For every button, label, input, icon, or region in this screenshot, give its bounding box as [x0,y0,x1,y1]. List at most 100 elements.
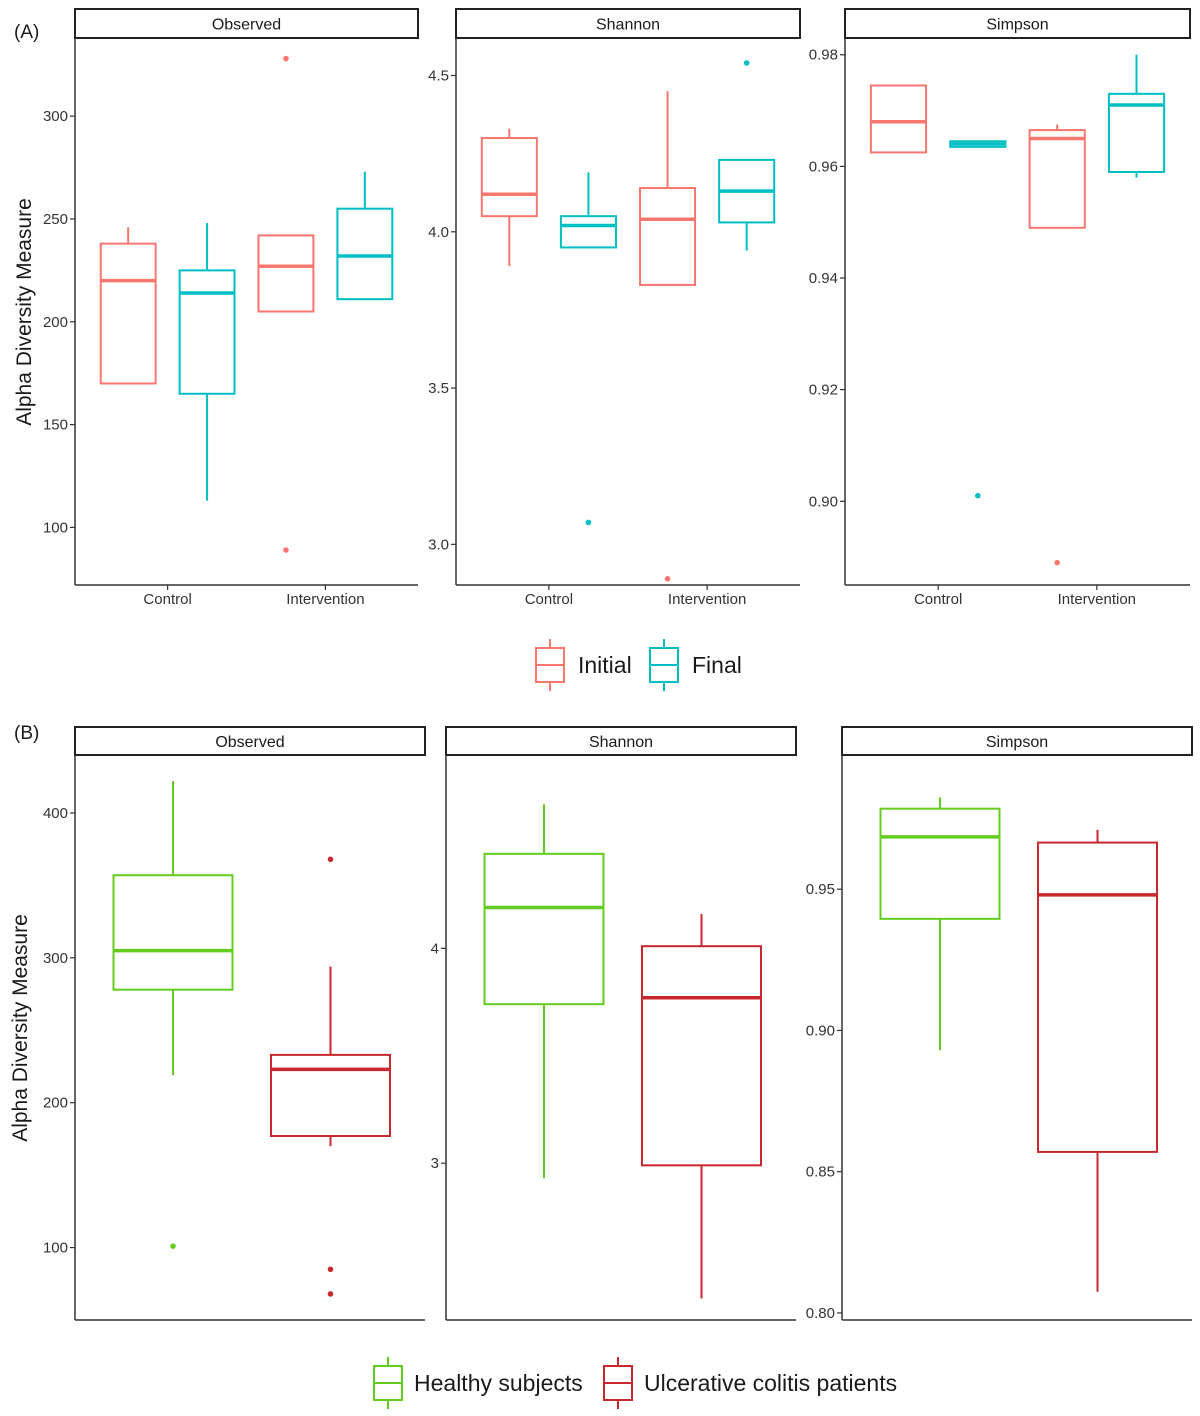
panel-a-shannon-y-tick-label: 4.5 [428,68,449,85]
panel-b-observed-y-tick-label: 200 [43,1095,68,1112]
panel-b-observed-ulcerative-colitis-patients-outlier-point [327,1291,334,1297]
panel-a-shannon-strip-title: Shannon [596,17,660,34]
panel-a-observed-x-tick-label: Intervention [286,591,364,608]
panel-b-simpson-strip-title: Simpson [986,734,1048,751]
panel-a-simpson-intervention-final-box-group [1107,54,1166,178]
panel-b-legend-healthy-subjects: Healthy subjects [373,1357,583,1409]
panel-a-facets: Observed 100 150 200 250 300 Control Interventi… [43,8,1191,608]
panel-a-simpson-intervention-initial-outlier-point [1054,559,1060,566]
panel-b-shannon-ulcerative-colitis-patients-box-group [641,913,762,1299]
panel-b-observed-y-tick-label: 100 [43,1240,68,1257]
panel-b-observed-y-tick-label: 300 [43,950,68,967]
panel-b-shannon-y-tick-label: 4 [431,940,439,957]
panel-a-simpson-control-final-outlier-point [975,492,981,499]
panel-a-shannon-intervention-initial-outlier-point [664,575,671,582]
panel-a-simpson-control-final-box-group [949,140,1007,499]
panel-a-legend-initial-label: Initial [578,652,632,678]
panel-b-simpson-healthy-subjects-box [879,807,1001,920]
panel-a-observed-strip-title: Observed [212,17,281,34]
panel-b-simpson-strip [841,726,1193,756]
panel-a-shannon-y-tick-label: 3.0 [428,536,449,553]
panel-a-shannon-facet: Shannon 3.0 3.5 4.0 4.5 Control Intervention [428,8,801,608]
panel-b-observed-y-tick-label: 400 [43,805,68,822]
panel-b-shannon-strip-title: Shannon [589,734,653,751]
panel-b-observed-strip [74,726,426,756]
panel-a-simpson-x-tick-label: Intervention [1058,591,1136,608]
panel-b-facets: Observed 100 200 300 400 Shannon 3 4 Simpson 0.80… [43,726,1193,1322]
panel-a-simpson-strip [844,8,1191,39]
panel-a-shannon-intervention-final-outlier-point [743,60,750,66]
panel-a-simpson-intervention-final-box [1107,92,1166,173]
panel-b-simpson-y-tick-label: 0.90 [806,1022,835,1039]
panel-b-simpson-y-tick-label: 0.80 [806,1305,835,1322]
panel-b-shannon-healthy-subjects-box-group [483,804,605,1179]
panel-a-observed-intervention-initial-box [257,234,315,313]
panel-a-observed-y-tick-label: 200 [43,314,68,331]
panel-b-simpson-y-tick-label: 0.95 [806,881,835,898]
panel-a-observed-y-tick-label: 250 [43,211,68,228]
panel-a-shannon-strip [455,8,801,39]
panel-b-observed-ulcerative-colitis-patients-box-group [270,856,391,1297]
panel-b-observed-ulcerative-colitis-patients-outlier-point [327,856,334,863]
panel-a-shannon-y-tick-label: 3.5 [428,380,449,397]
panel-b-observed-healthy-subjects-box [112,874,234,991]
panel-a-shannon-control-initial-box [480,137,538,218]
panel-a-simpson-control-initial-box-group [869,84,928,154]
panel-a-legend: Initial Final [535,639,742,691]
panel-a-observed-facet: Observed 100 150 200 250 300 Control Interventi… [43,8,419,608]
panel-b-observed-ulcerative-colitis-patients-box [270,1053,391,1138]
panel-b-label: (B) [14,723,39,744]
panel-a-simpson-y-tick-label: 0.94 [809,270,838,287]
panel-a-observed-y-tick-label: 300 [43,108,68,125]
panel-b-shannon-healthy-subjects-box [483,852,605,1006]
panel-a-shannon-intervention-initial-box [639,187,697,286]
panel-b-observed-strip-title: Observed [215,734,284,751]
panel-a-observed-control-final-box-group [178,223,236,501]
panel-a-observed-intervention-final-box-group [336,171,394,301]
panel-b-simpson-ulcerative-colitis-patients-box-group [1037,829,1158,1292]
panel-a-y-axis-label: Alpha Diversity Measure [13,198,36,426]
panel-a-shannon-control-final-outlier-point [585,519,592,526]
panel-a-legend-final: Final [649,639,742,691]
panel-b-legend-healthy-subjects-label: Healthy subjects [414,1370,583,1396]
panel-b-shannon-facet: Shannon 3 4 [431,726,797,1321]
panel-b-observed-healthy-subjects-outlier-point [170,1243,176,1249]
panel-a-observed-control-initial-box [99,242,157,385]
panel-b-simpson-ulcerative-colitis-patients-box [1037,841,1158,1153]
panel-a-observed-intervention-initial-box-group [257,55,315,553]
panel-a-observed-intervention-final-box [336,207,394,301]
panel-a-observed-control-initial-box-group [99,227,157,385]
panel-a-shannon-control-final-box-group [559,172,617,526]
panel-b-observed-facet: Observed 100 200 300 400 [43,726,426,1321]
panel-a-observed-x-tick-label: Control [143,591,191,608]
panel-b-legend-ulcerative-colitis-patients: Ulcerative colitis patients [603,1357,897,1409]
panel-a-simpson-y-tick-label: 0.98 [809,47,838,64]
panel-a-simpson-strip-title: Simpson [986,17,1048,34]
panel-a-simpson-y-tick-label: 0.92 [809,382,838,399]
panel-a-shannon-control-final-box [559,215,617,249]
panel-a-simpson-intervention-initial-box [1028,129,1086,229]
panel-a-label: (A) [14,22,39,43]
panel-a-shannon-x-tick-label: Control [525,591,573,608]
panel-a-shannon-y-tick-label: 4.0 [428,224,449,241]
panel-a-simpson-facet: Simpson 0.90 0.92 0.94 0.96 0.98 Control Interv… [809,8,1191,608]
panel-a-simpson-x-tick-label: Control [914,591,962,608]
panel-a-observed-y-tick-label: 150 [43,417,68,434]
panel-a-observed-y-tick-label: 100 [43,519,68,536]
panel-a-observed-strip [74,8,419,39]
panel-a-shannon-intervention-initial-box-group [639,91,697,582]
panel-a-observed-intervention-initial-outlier-point [283,55,289,62]
panel-a-shannon-control-initial-box-group [480,128,538,267]
panel-a-shannon-intervention-final-box-group [718,60,776,251]
panel-b-legend: Healthy subjects Ulcerative colitis patie… [373,1357,897,1409]
panel-a-legend-initial: Initial [535,639,632,691]
panel-b-shannon-ulcerative-colitis-patients-box [641,945,762,1167]
panel-a-simpson-y-tick-label: 0.96 [809,158,838,175]
panel-b-legend-ulcerative-colitis-patients-label: Ulcerative colitis patients [644,1370,897,1396]
panel-a-observed-intervention-initial-outlier-point [283,547,289,553]
panel-b-simpson-healthy-subjects-box-group [879,797,1001,1051]
panel-b-simpson-facet: Simpson 0.80 0.85 0.90 0.95 [806,726,1193,1322]
panel-b-shannon-strip [445,726,797,756]
panel-a-simpson-intervention-initial-box-group [1028,124,1086,566]
